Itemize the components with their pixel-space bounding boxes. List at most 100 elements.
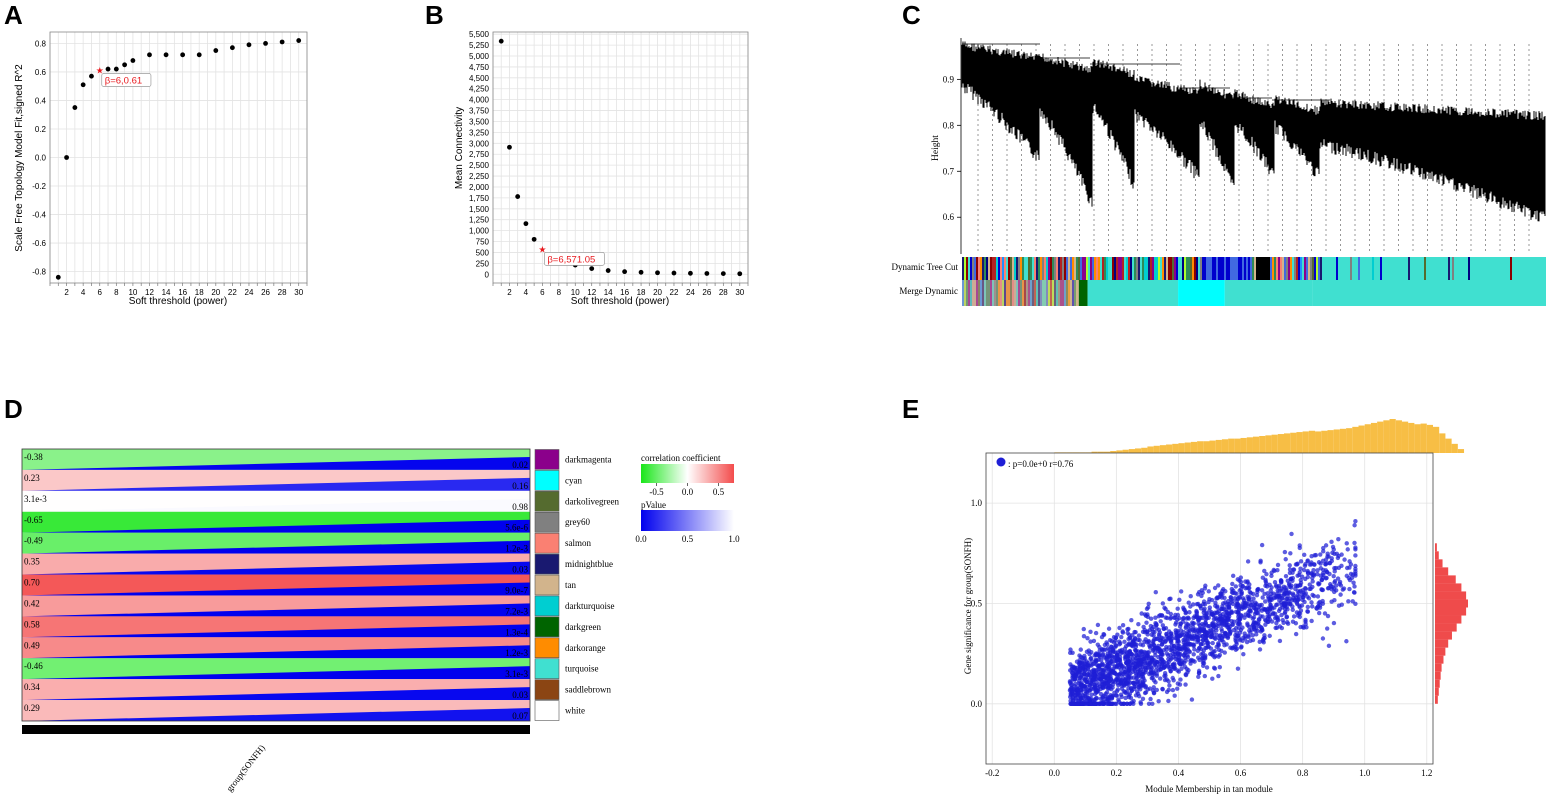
panel-e-point	[1210, 676, 1215, 681]
panel-e-point	[1150, 629, 1156, 634]
panel-letter-a: A	[4, 0, 23, 30]
panel-e-ytick-label: 1.0	[971, 498, 983, 508]
panel-e-point	[1090, 662, 1095, 667]
panel-e-point	[1291, 614, 1297, 619]
heatmap-pvalue-label: 0.03	[512, 565, 528, 575]
panel-e-point	[1219, 626, 1224, 632]
panel-e-point	[1151, 685, 1156, 690]
dynamic-tree-cut-segment	[1212, 257, 1214, 280]
merge-dynamic-stripe	[968, 280, 970, 306]
panelA-point	[263, 41, 268, 46]
right-histogram-bar	[1435, 687, 1439, 696]
dynamic-tree-cut-segment	[1346, 257, 1348, 280]
merge-dynamic-stripe	[972, 280, 974, 306]
panel-e-point	[1073, 696, 1078, 702]
panel-e-point	[1235, 666, 1241, 671]
panel-e-point	[1247, 597, 1252, 603]
panel-e-point	[1216, 647, 1222, 653]
dynamic-tree-cut-segment	[1076, 257, 1078, 280]
panel-e-point	[1183, 650, 1189, 655]
panel-e-point	[1166, 698, 1171, 704]
panel-e-point	[1160, 601, 1166, 606]
dynamic-tree-cut-segment	[1234, 257, 1236, 280]
panel-e-xtick-label: 1.2	[1421, 768, 1432, 778]
panel-e-point	[1136, 633, 1142, 638]
panel-e-point	[1132, 686, 1137, 692]
panel-e-point	[1309, 554, 1314, 559]
dynamic-tree-cut-segment	[1086, 257, 1088, 280]
heatmap-pvalue-label: 0.03	[512, 690, 528, 700]
heatmap-pvalue-label: 9.0e-7	[505, 585, 528, 595]
panel-e-point	[1144, 606, 1150, 611]
panel-e-point	[1101, 632, 1106, 637]
dynamic-tree-cut-segment	[1456, 257, 1458, 280]
panelA-xtick-label: 4	[81, 288, 86, 297]
panel-e-point	[1305, 559, 1310, 564]
top-histogram-bar	[1346, 428, 1353, 453]
top-histogram-bar	[1308, 430, 1316, 453]
panelA-point	[113, 66, 119, 72]
panel-e-point	[1122, 639, 1127, 645]
panel-e-point	[1210, 640, 1215, 646]
panel-e-point	[1189, 697, 1195, 702]
panel-e-point	[1185, 615, 1191, 620]
panel-e-point	[1120, 681, 1125, 686]
panel-e-point	[1197, 623, 1203, 628]
panel-e-point	[1123, 695, 1128, 701]
panel-e-point	[1158, 619, 1163, 624]
dynamic-tree-cut-segment	[1206, 257, 1208, 280]
panel-e-point	[1306, 596, 1312, 601]
dynamic-tree-cut-segment	[1396, 257, 1398, 280]
dynamic-tree-cut-segment	[992, 257, 994, 280]
panelB-point	[498, 38, 504, 44]
panel-e-x-label: Module Membership in tan module	[1145, 784, 1272, 794]
panel-e-point	[1230, 573, 1236, 579]
panel-e-point	[1138, 642, 1143, 647]
panel-a-highlight: ★β=6,0.61	[96, 67, 152, 87]
dynamic-tree-cut-segment	[1434, 257, 1436, 280]
dynamic-tree-cut-segment	[986, 257, 988, 280]
panelA-ytick-label: -0.2	[32, 182, 46, 191]
dynamic-tree-cut-segment	[1480, 257, 1482, 280]
dynamic-tree-cut-segment	[1482, 257, 1484, 280]
dynamic-tree-cut-segment	[1312, 257, 1314, 280]
panel-e-xtick-label: 0.0	[1049, 768, 1061, 778]
dynamic-tree-cut-segment	[1320, 257, 1322, 280]
panel-e-point	[1259, 602, 1264, 608]
panel-e-point	[1179, 666, 1184, 672]
dynamic-tree-cut-segment	[1416, 257, 1418, 280]
panel-e-x-ticks: -0.2 0.0 0.2 0.4 0.6 0.8 1.0 1.2	[985, 768, 1432, 778]
dynamic-tree-cut-segment	[1528, 257, 1530, 280]
panelA-point	[80, 82, 86, 88]
panelA-xtick-label: 18	[195, 288, 204, 297]
panel-e-point	[1197, 657, 1202, 663]
dynamic-tree-cut-segment	[1032, 257, 1034, 280]
panel-e-point	[1127, 635, 1133, 640]
dynamic-tree-cut-segment	[1410, 257, 1412, 280]
merge-dynamic-stripe	[1054, 280, 1056, 306]
panel-e-point	[1108, 692, 1113, 698]
panel-e-point	[1274, 591, 1279, 597]
dynamic-tree-cut-segment	[1132, 257, 1134, 280]
panelA-xtick-label: 22	[228, 288, 237, 297]
panel-e-point	[1140, 696, 1146, 702]
panelA-ytick-label: 0.8	[35, 39, 47, 48]
panel-e-point	[1143, 690, 1149, 695]
panel-b-highlight: ★β=6,571.05	[538, 245, 605, 266]
dynamic-tree-cut-segment	[1084, 257, 1086, 280]
panel-e-point	[1303, 617, 1308, 623]
panel-e-point	[1344, 639, 1349, 644]
dynamic-tree-cut-segment	[1226, 257, 1228, 280]
panel-e-point	[1095, 663, 1101, 669]
dynamic-tree-cut-segment	[1260, 257, 1262, 280]
panel-e-point	[1329, 539, 1334, 545]
panel-e-point	[1339, 602, 1345, 607]
panel-e-point	[1347, 586, 1352, 592]
panelB-ytick-label: 3,250	[469, 128, 490, 137]
panel-e-point	[1120, 630, 1126, 635]
dynamic-tree-cut-segment	[1330, 257, 1332, 280]
panel-e-point	[1100, 685, 1106, 691]
panel-e-point	[1151, 633, 1156, 638]
panel-e-point	[1315, 594, 1321, 599]
